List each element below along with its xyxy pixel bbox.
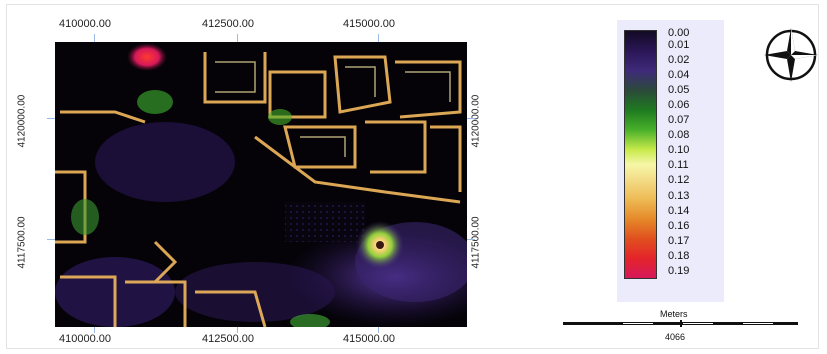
legend-value: 0.04 [668,69,690,81]
legend-value: 0.17 [668,235,690,247]
y-tick-mark [47,118,55,119]
legend-value: 0.01 [668,39,690,51]
legend-value: 0.10 [668,144,690,156]
x-tick-bottom-3: 415000.00 [343,333,395,345]
compass-rose-icon [762,26,827,84]
legend-value: 0.00 [668,27,690,39]
x-tick-bottom-2: 412500.00 [202,333,254,345]
x-tick-mark [94,34,95,42]
map-frame [6,4,819,349]
x-tick-top-3: 415000.00 [343,18,395,30]
raster-map[interactable] [55,42,467,327]
legend-value: 0.06 [668,99,690,111]
x-tick-mark [237,327,238,333]
y-tick-left-1: 4120000.00 [16,94,28,148]
legend-value: 0.13 [668,190,690,202]
scale-bar [563,320,798,327]
legend-value: 0.05 [668,84,690,96]
legend-value: 0.19 [668,265,690,277]
legend-value: 0.18 [668,250,690,262]
y-tick-left-2: 4117500.00 [16,216,28,269]
scale-bar-value: 4066 [665,332,686,342]
y-tick-mark [467,239,475,240]
legend-value: 0.02 [668,54,690,66]
legend-value: 0.07 [668,114,690,126]
y-tick-mark [47,239,55,240]
x-tick-mark [378,34,379,42]
legend-value: 0.16 [668,220,690,232]
legend-value: 0.08 [668,129,690,141]
x-tick-mark [378,327,379,333]
x-tick-top-2: 412500.00 [202,18,254,30]
y-tick-mark [467,118,475,119]
x-tick-mark [94,327,95,333]
legend-value: 0.12 [668,174,690,186]
legend-value: 0.11 [668,159,689,171]
raster-map-image [55,42,467,327]
x-tick-bottom-1: 410000.00 [59,333,111,345]
legend-color-ramp [624,30,657,279]
x-tick-mark [237,34,238,42]
legend-value: 0.14 [668,205,690,217]
scale-bar-title: Meters [660,309,688,319]
x-tick-top-1: 410000.00 [59,18,111,30]
